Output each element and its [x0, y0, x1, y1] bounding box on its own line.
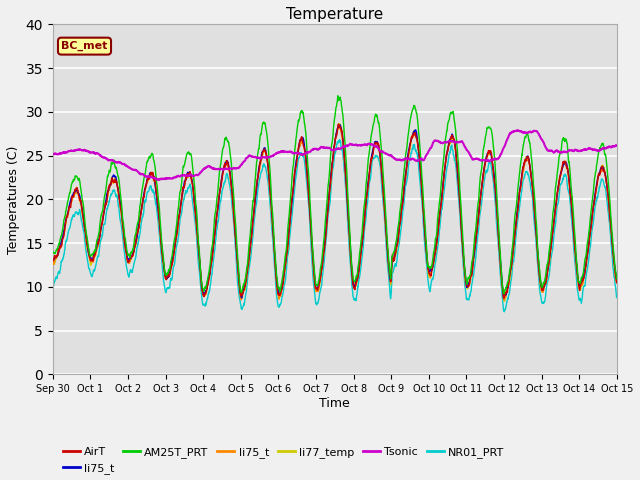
Title: Temperature: Temperature [286, 7, 383, 22]
X-axis label: Time: Time [319, 397, 350, 410]
Legend: AirT, li75_t, AM25T_PRT, li75_t, li77_temp, Tsonic, NR01_PRT: AirT, li75_t, AM25T_PRT, li75_t, li77_te… [58, 443, 509, 478]
Y-axis label: Temperatures (C): Temperatures (C) [7, 145, 20, 253]
Text: BC_met: BC_met [61, 41, 108, 51]
